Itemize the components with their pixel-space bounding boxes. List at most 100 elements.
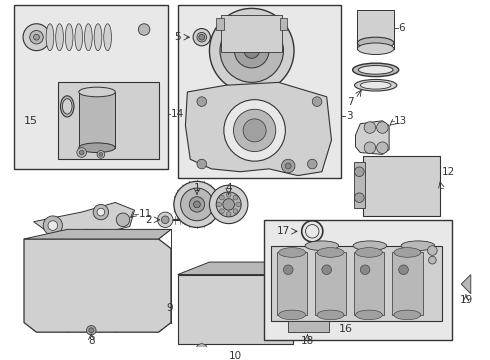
Circle shape [48, 221, 58, 230]
Text: 2: 2 [145, 215, 152, 225]
Bar [354, 162, 365, 208]
Bar [271, 246, 442, 321]
Ellipse shape [79, 143, 115, 153]
Polygon shape [24, 229, 171, 239]
Circle shape [189, 197, 205, 212]
Text: 13: 13 [394, 116, 407, 126]
Circle shape [283, 265, 293, 275]
Bar [178, 275, 293, 344]
Bar [357, 10, 394, 43]
Circle shape [209, 8, 294, 93]
Text: 11: 11 [139, 209, 152, 219]
Ellipse shape [317, 248, 344, 257]
Circle shape [220, 195, 224, 200]
Ellipse shape [65, 24, 73, 51]
Ellipse shape [355, 80, 397, 91]
Circle shape [30, 31, 43, 44]
Ellipse shape [360, 81, 391, 89]
Circle shape [93, 204, 109, 220]
Bar [288, 321, 329, 332]
Circle shape [194, 201, 200, 208]
Circle shape [428, 246, 437, 255]
Circle shape [89, 328, 94, 333]
Polygon shape [356, 121, 389, 154]
Bar [14, 5, 168, 169]
Circle shape [399, 265, 408, 275]
Circle shape [97, 150, 105, 158]
Ellipse shape [75, 24, 83, 51]
Bar [221, 15, 282, 51]
Ellipse shape [279, 248, 306, 257]
Ellipse shape [197, 32, 207, 42]
Circle shape [233, 209, 238, 213]
Circle shape [226, 212, 231, 216]
Text: 8: 8 [88, 336, 95, 346]
Ellipse shape [79, 87, 115, 97]
Ellipse shape [85, 24, 92, 51]
Bar [363, 156, 440, 216]
Ellipse shape [46, 24, 54, 51]
Bar [58, 82, 159, 159]
Circle shape [220, 19, 283, 82]
Text: 3: 3 [346, 111, 352, 121]
Ellipse shape [357, 43, 394, 54]
Circle shape [116, 213, 130, 226]
Circle shape [360, 265, 370, 275]
Ellipse shape [401, 241, 435, 251]
Ellipse shape [62, 99, 72, 114]
Text: 19: 19 [459, 296, 473, 306]
Polygon shape [34, 202, 134, 239]
Bar [315, 252, 346, 315]
Text: 12: 12 [442, 167, 455, 177]
Circle shape [355, 193, 364, 202]
Bar [79, 92, 115, 148]
Circle shape [282, 159, 295, 173]
Text: 1: 1 [194, 183, 200, 193]
Text: 7: 7 [347, 96, 354, 107]
Circle shape [77, 148, 86, 157]
Circle shape [220, 209, 224, 213]
Bar [178, 5, 341, 179]
Circle shape [224, 100, 285, 161]
Bar [354, 252, 384, 315]
Ellipse shape [104, 24, 111, 51]
Circle shape [79, 150, 84, 155]
Text: 14: 14 [171, 109, 184, 119]
Ellipse shape [358, 66, 393, 74]
Circle shape [23, 24, 50, 51]
Circle shape [34, 34, 39, 40]
Text: 16: 16 [339, 324, 353, 334]
Ellipse shape [305, 241, 339, 251]
Polygon shape [185, 82, 331, 176]
Ellipse shape [279, 310, 306, 320]
Ellipse shape [353, 63, 399, 77]
Circle shape [223, 199, 234, 210]
Circle shape [312, 97, 322, 107]
Circle shape [196, 344, 208, 355]
Bar [392, 252, 423, 315]
Ellipse shape [356, 310, 382, 320]
Bar [277, 252, 307, 315]
Circle shape [244, 43, 259, 58]
Ellipse shape [60, 96, 74, 117]
Ellipse shape [353, 241, 387, 251]
Ellipse shape [317, 310, 344, 320]
Circle shape [158, 212, 173, 228]
Circle shape [236, 202, 241, 207]
Bar [280, 18, 287, 30]
Text: 9: 9 [166, 303, 173, 313]
Circle shape [307, 159, 317, 169]
Bar [216, 18, 224, 30]
Circle shape [197, 159, 207, 169]
Circle shape [355, 167, 364, 176]
Circle shape [161, 216, 169, 224]
Circle shape [138, 24, 150, 35]
Circle shape [364, 122, 376, 133]
Ellipse shape [193, 28, 210, 46]
Circle shape [174, 181, 220, 228]
Circle shape [364, 142, 376, 153]
Circle shape [234, 33, 269, 68]
Text: 4: 4 [225, 183, 232, 193]
Polygon shape [178, 262, 293, 275]
Bar [264, 220, 452, 340]
